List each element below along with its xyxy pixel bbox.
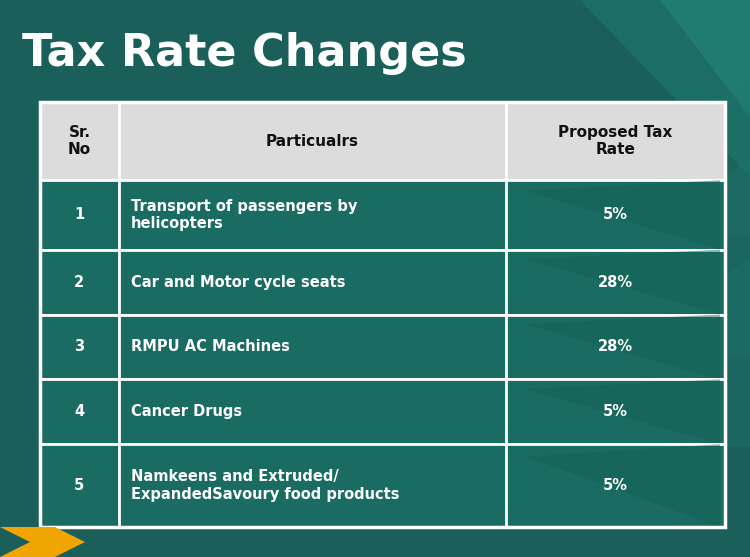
Text: 1: 1 (74, 207, 85, 222)
Bar (40, 180, 725, 250)
Text: 3: 3 (74, 339, 85, 354)
Polygon shape (490, 157, 750, 357)
Bar (40, 102, 725, 527)
Bar (40, 379, 725, 444)
Polygon shape (0, 527, 85, 557)
Text: RMPU AC Machines: RMPU AC Machines (130, 339, 290, 354)
Bar (40, 102, 725, 180)
Text: Tax Rate Changes: Tax Rate Changes (22, 32, 466, 75)
Polygon shape (526, 250, 720, 315)
Text: 5%: 5% (603, 404, 628, 419)
Text: 28%: 28% (598, 275, 633, 290)
Polygon shape (526, 444, 720, 527)
Bar (40, 315, 725, 379)
Bar (40, 444, 725, 527)
Bar (40, 250, 725, 315)
Text: 4: 4 (74, 404, 85, 419)
Polygon shape (660, 0, 750, 117)
Text: Proposed Tax
Rate: Proposed Tax Rate (558, 125, 673, 157)
Text: Transport of passengers by
helicopters: Transport of passengers by helicopters (130, 199, 357, 231)
Polygon shape (490, 77, 750, 237)
Text: Cancer Drugs: Cancer Drugs (130, 404, 242, 419)
Polygon shape (580, 0, 750, 177)
Polygon shape (526, 379, 720, 444)
Text: Particualrs: Particualrs (266, 134, 358, 149)
Polygon shape (526, 180, 720, 250)
Polygon shape (526, 315, 720, 379)
Text: Sr.
No: Sr. No (68, 125, 91, 157)
Text: Car and Motor cycle seats: Car and Motor cycle seats (130, 275, 345, 290)
Text: Namkeens and Extruded/
ExpandedSavoury food products: Namkeens and Extruded/ ExpandedSavoury f… (130, 470, 399, 502)
Text: 28%: 28% (598, 339, 633, 354)
Text: 5: 5 (74, 478, 85, 493)
Text: 2: 2 (74, 275, 85, 290)
Text: 5%: 5% (603, 478, 628, 493)
Polygon shape (490, 257, 750, 447)
Text: 5%: 5% (603, 207, 628, 222)
